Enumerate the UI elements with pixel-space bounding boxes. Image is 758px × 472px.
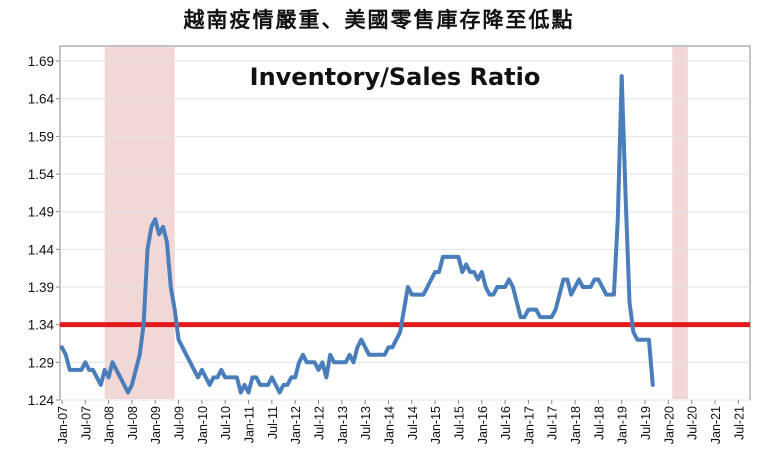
grid-lines [60, 60, 750, 401]
x-tick-label: Jan-19 [616, 406, 630, 444]
y-tick-label: 1.44 [28, 242, 55, 257]
x-tick-label: Jan-21 [709, 406, 723, 444]
y-tick-label: 1.34 [28, 318, 55, 333]
x-tick-label: Jul-17 [546, 406, 560, 440]
x-tick-label: Jan-20 [662, 406, 676, 444]
page-title: 越南疫情嚴重、美國零售庫存降至低點 [183, 8, 575, 32]
x-tick-label: Jul-14 [406, 406, 420, 440]
y-tick-label: 1.24 [28, 393, 55, 408]
x-tick-label: Jan-11 [243, 406, 257, 443]
x-tick-label: Jul-13 [359, 406, 373, 440]
x-tick-label: Jan-13 [336, 406, 350, 444]
recession-band [672, 47, 688, 399]
x-axis: Jan-07 Jul-07 Jan-08 Jul-08 Jan-09 Jul-09 Jan-… [56, 400, 746, 444]
y-tick-label: 1.64 [28, 92, 55, 107]
x-tick-label: Jan-15 [429, 406, 443, 444]
x-tick-label: Jan-14 [382, 406, 396, 444]
x-tick-label: Jul-09 [173, 406, 187, 440]
x-tick-label: Jan-09 [149, 406, 163, 444]
x-tick-label: Jul-11 [266, 406, 280, 439]
x-tick-label: Jul-19 [639, 406, 653, 440]
y-axis: 1.69 1.64 1.59 1.54 1.49 1.44 1.39 1.34 1.29 1.24 [28, 54, 60, 408]
x-tick-label: Jan-10 [196, 406, 210, 444]
series-lines [59, 74, 750, 395]
x-tick-label: Jan-07 [56, 406, 70, 444]
x-tick-label: Jul-10 [219, 406, 233, 440]
x-tick-label: Jul-18 [592, 406, 606, 440]
x-tick-label: Jul-15 [452, 406, 466, 440]
chart-title: Inventory/Sales Ratio [250, 63, 541, 91]
x-tick-label: Jul-12 [313, 406, 327, 440]
y-tick-label: 1.29 [28, 355, 54, 370]
x-tick-label: Jan-16 [476, 406, 490, 444]
x-tick-label: Jul-07 [79, 406, 93, 440]
y-tick-label: 1.49 [28, 205, 54, 220]
y-tick-label: 1.39 [28, 280, 54, 295]
x-tick-label: Jul-21 [732, 406, 746, 440]
x-tick-label: Jul-08 [126, 406, 140, 440]
y-tick-label: 1.59 [28, 129, 54, 144]
x-tick-label: Jan-17 [522, 406, 536, 444]
x-tick-label: Jul-16 [499, 406, 513, 440]
x-tick-label: Jul-20 [686, 406, 700, 440]
x-tick-label: Jan-08 [103, 406, 117, 444]
y-tick-label: 1.54 [28, 167, 55, 182]
recession-bands [104, 47, 688, 399]
x-tick-label: Jan-18 [569, 406, 583, 444]
series-line [59, 74, 655, 395]
y-tick-label: 1.69 [28, 54, 54, 69]
x-tick-label: Jan-12 [289, 406, 303, 444]
